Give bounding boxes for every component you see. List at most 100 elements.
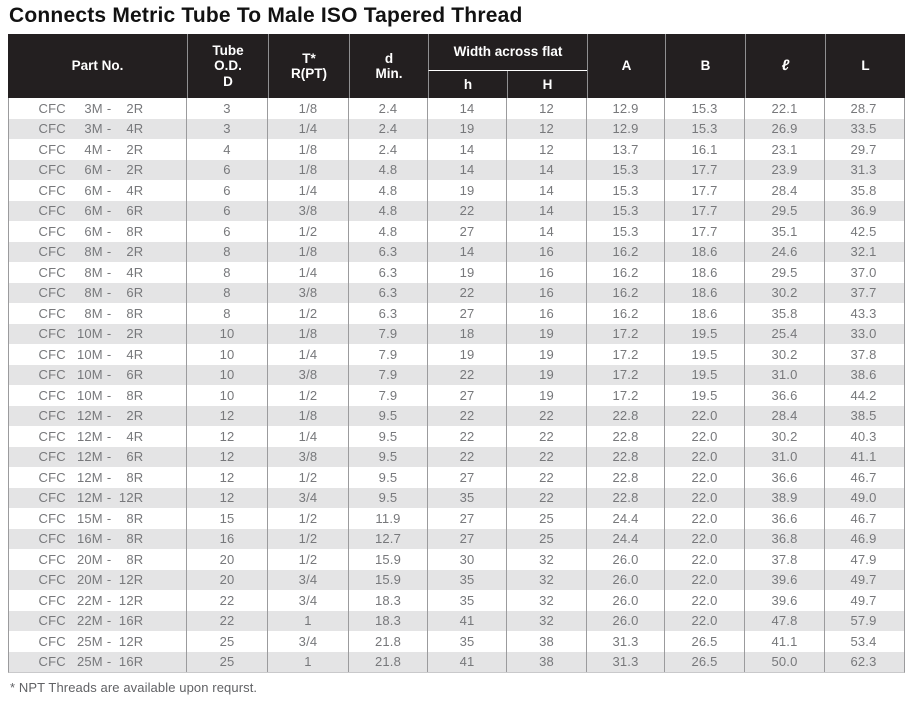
page-title: Connects Metric Tube To Male ISO Tapered… <box>9 4 523 27</box>
cell-t: 3/8 <box>267 282 348 303</box>
cell-b: 22.0 <box>664 569 744 590</box>
cell-d: 6.3 <box>348 241 427 262</box>
cell-a: 26.0 <box>586 569 664 590</box>
cell-a: 12.9 <box>586 118 664 139</box>
cell-part-no: CFC 6M -8R <box>38 223 144 239</box>
cell-d: 6.3 <box>348 303 427 324</box>
cell-d: 4.8 <box>348 159 427 180</box>
cell-b: 18.6 <box>664 282 744 303</box>
cell-b: 16.1 <box>664 139 744 160</box>
cell-t: 1/2 <box>267 221 348 242</box>
cell-tube: 3 <box>186 98 267 119</box>
cell-t: 1/4 <box>267 426 348 447</box>
cell-a: 24.4 <box>586 528 664 549</box>
cell-ell: 39.6 <box>744 590 824 611</box>
cell-part-no: CFC 10M -4R <box>38 346 144 362</box>
cell-ell: 36.6 <box>744 508 824 529</box>
cell-tube: 15 <box>186 508 267 529</box>
cell-h: 19 <box>506 364 586 385</box>
cell-b: 19.5 <box>664 385 744 406</box>
cell-tube: 8 <box>186 282 267 303</box>
spec-table: Part No. Tube O.D. D T* R(PT) d Min. Wid… <box>8 34 905 673</box>
cell-b: 22.0 <box>664 549 744 570</box>
cell-h: 38 <box>506 631 586 652</box>
cell-l: 49.0 <box>824 487 902 508</box>
cell-a: 15.3 <box>586 159 664 180</box>
cell-tube: 12 <box>186 467 267 488</box>
cell-h: 14 <box>427 139 506 160</box>
cell-a: 16.2 <box>586 262 664 283</box>
table-header-row: Part No. Tube O.D. D T* R(PT) d Min. Wid… <box>8 34 905 98</box>
table-row: CFC 25M -12R 25 3/4 21.8 35 38 31.3 26.5 41.1 53.4 <box>9 631 904 652</box>
cell-ell: 31.0 <box>744 446 824 467</box>
cell-a: 26.0 <box>586 610 664 631</box>
cell-h: 14 <box>427 98 506 119</box>
cell-b: 22.0 <box>664 590 744 611</box>
cell-tube: 12 <box>186 426 267 447</box>
cell-ell: 36.6 <box>744 467 824 488</box>
cell-t: 1/4 <box>267 180 348 201</box>
table-row: CFC 6M -6R 6 3/8 4.8 22 14 15.3 17.7 29.5 36.9 <box>9 200 904 221</box>
cell-l: 35.8 <box>824 180 902 201</box>
cell-l: 53.4 <box>824 631 902 652</box>
cell-b: 22.0 <box>664 467 744 488</box>
cell-d: 7.9 <box>348 344 427 365</box>
cell-t: 1/8 <box>267 139 348 160</box>
column-header-d-min: d Min. <box>349 34 428 98</box>
cell-h: 14 <box>427 159 506 180</box>
cell-b: 22.0 <box>664 405 744 426</box>
cell-h: 25 <box>506 528 586 549</box>
cell-h: 19 <box>506 385 586 406</box>
cell-t: 1/4 <box>267 118 348 139</box>
cell-a: 13.7 <box>586 139 664 160</box>
cell-part-no: CFC 12M -2R <box>38 408 144 424</box>
cell-l: 46.7 <box>824 508 902 529</box>
cell-part-no: CFC 6M -4R <box>38 182 144 198</box>
cell-part-no: CFC 12M -4R <box>38 428 144 444</box>
cell-tube: 22 <box>186 590 267 611</box>
cell-d: 2.4 <box>348 98 427 119</box>
cell-ell: 41.1 <box>744 631 824 652</box>
cell-part-no: CFC 20M -8R <box>38 551 144 567</box>
cell-d: 2.4 <box>348 118 427 139</box>
table-row: CFC 6M -4R 6 1/4 4.8 19 14 15.3 17.7 28.4 35.8 <box>9 180 904 201</box>
table-row: CFC 8M -4R 8 1/4 6.3 19 16 16.2 18.6 29.5 37.0 <box>9 262 904 283</box>
cell-t: 1/8 <box>267 405 348 426</box>
column-header-part-no: Part No. <box>71 58 124 74</box>
cell-ell: 31.0 <box>744 364 824 385</box>
table-row: CFC 8M -2R 8 1/8 6.3 14 16 16.2 18.6 24.6 32.1 <box>9 241 904 262</box>
cell-a: 17.2 <box>586 385 664 406</box>
cell-part-no: CFC 25M -12R <box>38 633 144 649</box>
cell-ell: 30.2 <box>744 282 824 303</box>
cell-l: 41.1 <box>824 446 902 467</box>
cell-l: 31.3 <box>824 159 902 180</box>
cell-t: 3/8 <box>267 446 348 467</box>
cell-h: 25 <box>506 508 586 529</box>
cell-a: 22.8 <box>586 487 664 508</box>
cell-l: 37.0 <box>824 262 902 283</box>
cell-h: 35 <box>427 590 506 611</box>
cell-l: 36.9 <box>824 200 902 221</box>
cell-t: 1/8 <box>267 241 348 262</box>
cell-a: 24.4 <box>586 508 664 529</box>
cell-h: 27 <box>427 221 506 242</box>
table-row: CFC 6M -8R 6 1/2 4.8 27 14 15.3 17.7 35.1 42.5 <box>9 221 904 242</box>
table-row: CFC 15M -8R 15 1/2 11.9 27 25 24.4 22.0 36.6 46.7 <box>9 508 904 529</box>
cell-ell: 29.5 <box>744 262 824 283</box>
cell-h: 41 <box>427 651 506 672</box>
cell-h: 27 <box>427 467 506 488</box>
cell-tube: 20 <box>186 549 267 570</box>
cell-a: 31.3 <box>586 651 664 672</box>
cell-h: 14 <box>506 200 586 221</box>
cell-tube: 20 <box>186 569 267 590</box>
column-header-t-rpt: T* R(PT) <box>268 34 349 98</box>
cell-a: 15.3 <box>586 200 664 221</box>
cell-ell: 28.4 <box>744 180 824 201</box>
cell-h: 19 <box>427 180 506 201</box>
column-header-b: B <box>665 34 745 98</box>
cell-a: 17.2 <box>586 323 664 344</box>
cell-h: 19 <box>506 323 586 344</box>
cell-b: 17.7 <box>664 159 744 180</box>
cell-part-no: CFC 8M -8R <box>38 305 144 321</box>
column-header-ell: ℓ <box>745 34 825 98</box>
